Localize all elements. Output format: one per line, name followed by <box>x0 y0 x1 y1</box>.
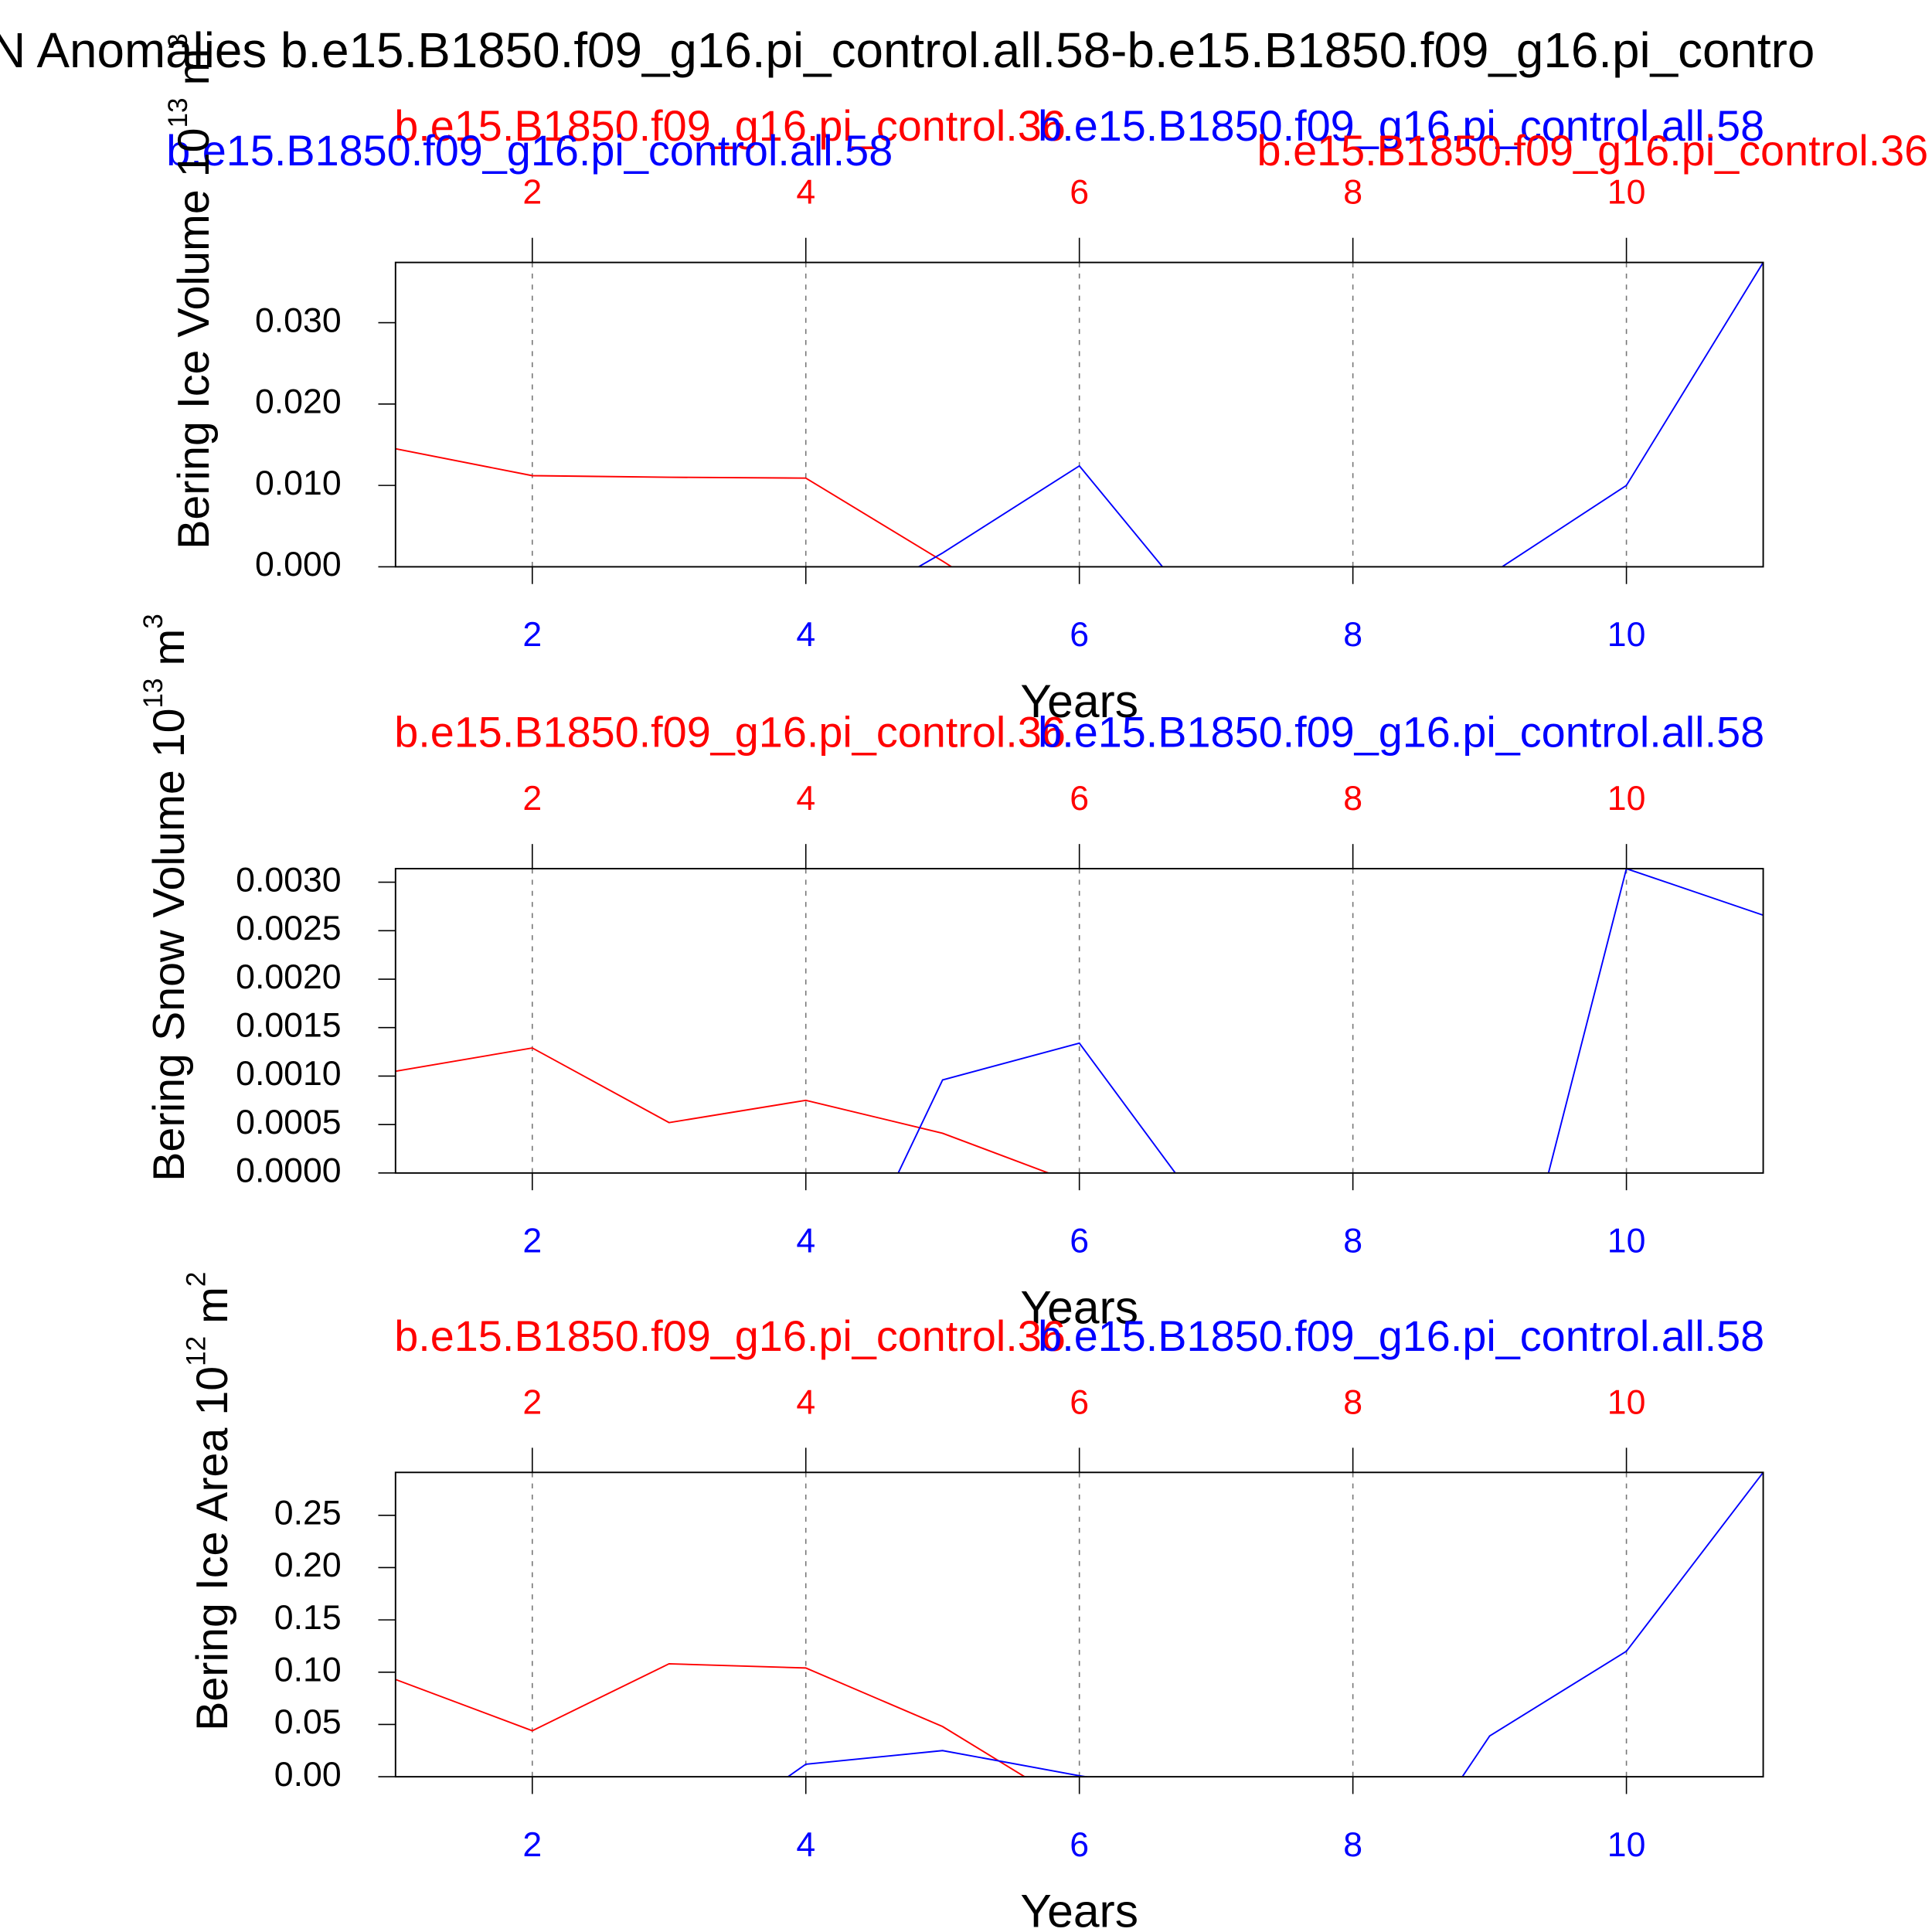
y-tick-label: 0.15 <box>274 1599 342 1637</box>
y-tick-label: 0.10 <box>274 1651 342 1689</box>
y-tick-label: 0.0010 <box>236 1055 342 1093</box>
x-tick-label-top: 6 <box>1070 780 1089 818</box>
y-tick-label: 0.030 <box>255 301 342 339</box>
series-name-right: b.e15.B1850.f09_g16.pi_control.all.58 <box>1038 1311 1764 1360</box>
x-tick-label-bottom: 8 <box>1343 1223 1362 1260</box>
y-label-unit: m <box>145 629 194 666</box>
y-label-exponent: 13 <box>138 678 168 708</box>
series-line <box>395 447 954 567</box>
y-label-unit-exponent: 2 <box>182 1272 212 1287</box>
x-tick-label-top: 8 <box>1343 1383 1362 1421</box>
x-tick-label-bottom: 6 <box>1070 1223 1089 1260</box>
x-axis-label: Years <box>1020 1281 1138 1333</box>
x-tick-label-top: 8 <box>1343 174 1362 212</box>
y-tick-label: 0.0015 <box>236 1007 342 1045</box>
y-tick-label: 0.020 <box>255 383 342 421</box>
x-tick-label-top: 4 <box>796 780 815 818</box>
x-tick-label-bottom: 4 <box>796 1826 815 1864</box>
y-label-text: Bering Ice Volume 10 <box>169 128 219 549</box>
series-name-right: b.e15.B1850.f09_g16.pi_control.all.58 <box>1038 708 1764 757</box>
y-tick-label: 0.05 <box>274 1703 342 1741</box>
x-tick-label-top: 2 <box>522 780 542 818</box>
x-tick-label-top: 2 <box>522 174 542 212</box>
x-tick-label-top: 6 <box>1070 1383 1089 1421</box>
x-tick-label-bottom: 6 <box>1070 616 1089 654</box>
y-tick-label: 0.0030 <box>236 861 342 899</box>
x-axis-label: Years <box>1020 675 1138 727</box>
x-tick-label-top: 10 <box>1607 780 1646 818</box>
y-tick-label: 0.000 <box>255 546 342 583</box>
x-tick-label-bottom: 4 <box>796 616 815 654</box>
plot-frame <box>394 261 1764 568</box>
series-name-right: b.e15.B1850.f09_g16.pi_control.36 <box>1257 126 1929 175</box>
series-name-right: b.e15.B1850.f09_g16.pi_control.all.58 <box>1038 101 1764 150</box>
series-line <box>917 262 1764 567</box>
series-line <box>395 1047 1051 1173</box>
y-axis-label: Bering Ice Area 1012 m2 <box>182 1272 237 1731</box>
y-tick-label: 0.0000 <box>236 1152 342 1190</box>
series-name-left: b.e15.B1850.f09_g16.pi_control.36 <box>394 708 1066 757</box>
x-tick-label-bottom: 2 <box>522 1826 542 1864</box>
y-label-unit: m <box>169 49 219 86</box>
x-tick-label-bottom: 2 <box>522 1223 542 1260</box>
y-tick-label: 0.00 <box>274 1756 342 1794</box>
x-tick-label-top: 8 <box>1343 780 1362 818</box>
series-line <box>395 1662 1026 1777</box>
y-tick-label: 0.010 <box>255 464 342 502</box>
x-tick-label-bottom: 8 <box>1343 1826 1362 1864</box>
y-tick-label: 0.25 <box>274 1495 342 1532</box>
x-tick-label-bottom: 8 <box>1343 616 1362 654</box>
x-tick-label-bottom: 10 <box>1607 1826 1646 1864</box>
x-tick-label-bottom: 4 <box>796 1223 815 1260</box>
x-tick-label-bottom: 10 <box>1607 616 1646 654</box>
y-label-unit-exponent: 3 <box>138 614 168 629</box>
x-tick-label-top: 4 <box>796 1383 815 1421</box>
y-label-exponent: 13 <box>163 97 193 128</box>
y-label-exponent: 12 <box>182 1336 212 1366</box>
series-line <box>786 1472 1764 1777</box>
y-tick-label: 0.20 <box>274 1546 342 1584</box>
x-axis-label: Years <box>1020 1885 1138 1932</box>
x-tick-label-top: 2 <box>522 1383 542 1421</box>
x-tick-label-top: 4 <box>796 174 815 212</box>
plot-frame <box>394 1471 1764 1778</box>
y-label-unit-exponent: 3 <box>163 33 193 49</box>
figure-title: N Anomalies b.e15.B1850.f09_g16.pi_contr… <box>0 22 1815 78</box>
series-name-left: b.e15.B1850.f09_g16.pi_control.36 <box>394 101 1066 150</box>
y-axis-label: Bering Snow Volume 1013 m3 <box>138 614 194 1182</box>
x-tick-label-bottom: 2 <box>522 616 542 654</box>
x-tick-label-top: 10 <box>1607 1383 1646 1421</box>
y-label-text: Bering Snow Volume 10 <box>145 708 194 1181</box>
plot-frame <box>394 868 1764 1174</box>
x-tick-label-top: 10 <box>1607 174 1646 212</box>
y-tick-label: 0.0025 <box>236 910 342 947</box>
y-tick-label: 0.0020 <box>236 958 342 996</box>
x-tick-label-top: 6 <box>1070 174 1089 212</box>
series-name-left: b.e15.B1850.f09_g16.pi_control.all.58 <box>166 126 893 175</box>
series-name-left: b.e15.B1850.f09_g16.pi_control.36 <box>394 1311 1066 1360</box>
x-tick-label-bottom: 6 <box>1070 1826 1089 1864</box>
y-axis-label: Bering Ice Volume 1013 m3 <box>163 33 219 549</box>
series-line <box>897 869 1764 1173</box>
y-tick-label: 0.0005 <box>236 1104 342 1141</box>
y-label-unit: m <box>188 1287 237 1324</box>
x-tick-label-bottom: 10 <box>1607 1223 1646 1260</box>
y-label-text: Bering Ice Area 10 <box>188 1366 237 1731</box>
